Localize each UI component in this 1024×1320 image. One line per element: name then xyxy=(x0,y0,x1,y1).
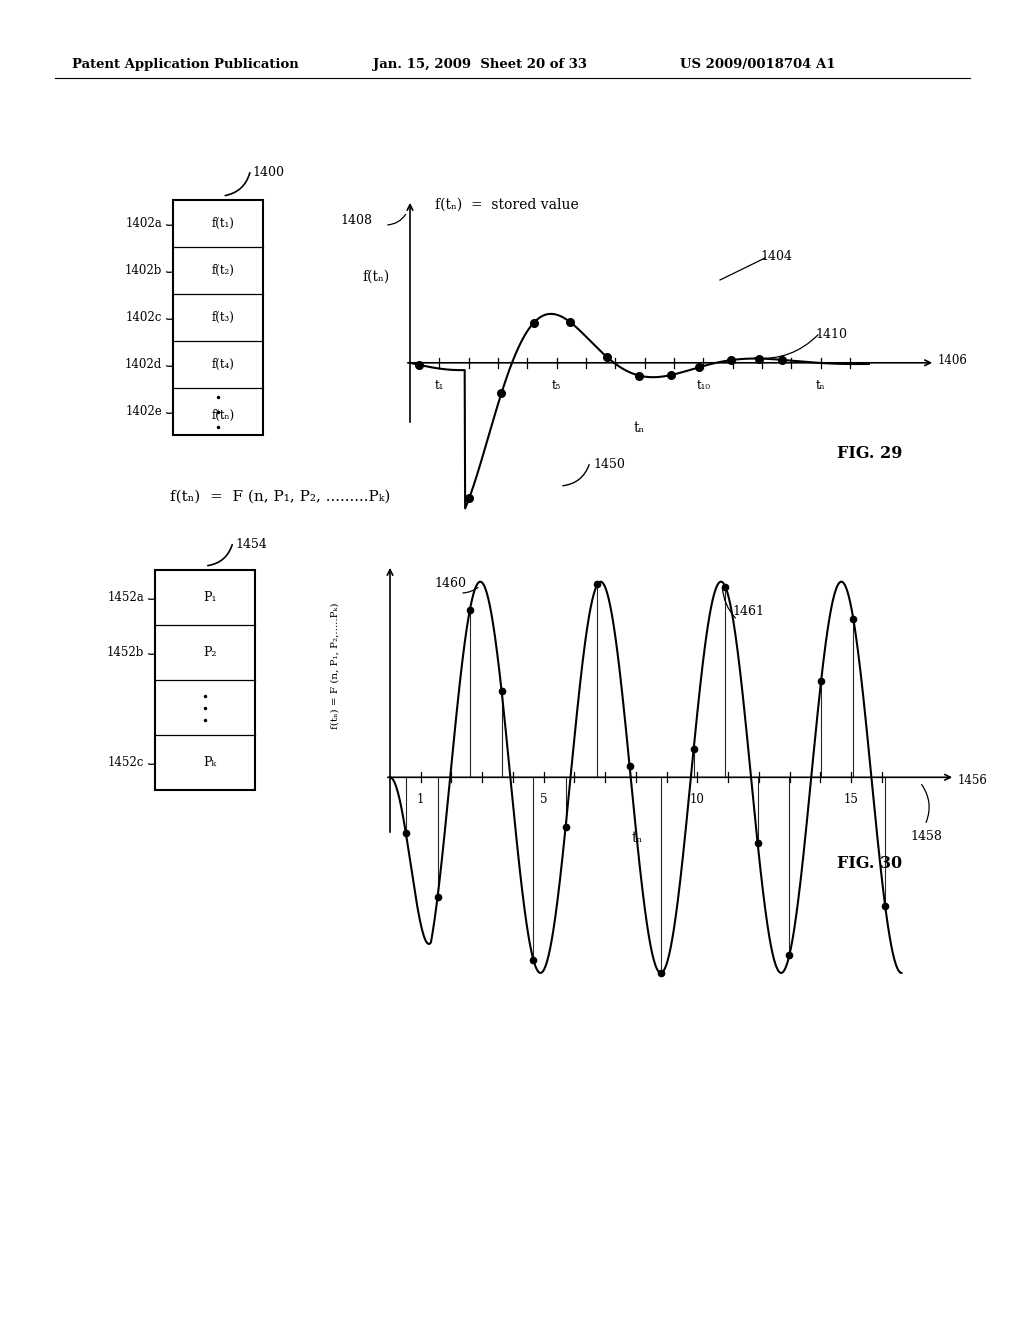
Text: Patent Application Publication: Patent Application Publication xyxy=(72,58,299,71)
Text: P₁: P₁ xyxy=(203,591,217,605)
Text: FIG. 30: FIG. 30 xyxy=(838,855,902,873)
Text: t₅: t₅ xyxy=(552,379,561,392)
Text: tₙ: tₙ xyxy=(816,379,825,392)
Text: 15: 15 xyxy=(844,793,858,807)
Text: f(tₙ): f(tₙ) xyxy=(211,408,234,421)
Text: Pₖ: Pₖ xyxy=(204,756,216,770)
Text: 1450: 1450 xyxy=(593,458,625,470)
Text: 1408: 1408 xyxy=(340,214,372,227)
Text: f(t₁): f(t₁) xyxy=(212,216,234,230)
Text: 1: 1 xyxy=(417,793,424,807)
Text: t₁: t₁ xyxy=(434,379,444,392)
Text: f(tₙ)  =  F (n, P₁, P₂, .........Pₖ): f(tₙ) = F (n, P₁, P₂, .........Pₖ) xyxy=(170,490,390,504)
Text: f(t₃): f(t₃) xyxy=(212,312,234,323)
Text: P₂: P₂ xyxy=(203,645,217,659)
Text: tₙ: tₙ xyxy=(632,832,643,845)
Text: f(tₙ): f(tₙ) xyxy=(362,269,390,284)
Text: f(tₙ) = F (n, P₁, P₂,.....Pₖ): f(tₙ) = F (n, P₁, P₂,.....Pₖ) xyxy=(331,603,340,730)
Bar xyxy=(155,570,255,789)
Text: 1406: 1406 xyxy=(938,354,968,367)
Text: 5: 5 xyxy=(540,793,548,807)
Text: 1400: 1400 xyxy=(253,165,285,178)
Text: FIG. 29: FIG. 29 xyxy=(838,445,903,462)
Text: 1402a: 1402a xyxy=(125,216,162,230)
Text: 1452c: 1452c xyxy=(108,756,144,770)
Text: t₁₀: t₁₀ xyxy=(696,379,711,392)
Text: 1402b: 1402b xyxy=(125,264,162,277)
Text: Jan. 15, 2009  Sheet 20 of 33: Jan. 15, 2009 Sheet 20 of 33 xyxy=(373,58,587,71)
Text: f(tₙ)  =  stored value: f(tₙ) = stored value xyxy=(435,198,579,213)
Text: 1458: 1458 xyxy=(910,830,942,843)
Text: US 2009/0018704 A1: US 2009/0018704 A1 xyxy=(680,58,836,71)
Text: 1452b: 1452b xyxy=(106,645,144,659)
Text: 1410: 1410 xyxy=(815,327,847,341)
Text: 1404: 1404 xyxy=(760,249,792,263)
Text: 1454: 1454 xyxy=(234,537,267,550)
Text: f(t₂): f(t₂) xyxy=(212,264,234,277)
Text: 1456: 1456 xyxy=(958,774,988,787)
Text: 1402d: 1402d xyxy=(125,358,162,371)
Text: 1461: 1461 xyxy=(732,605,764,618)
Text: tₙ: tₙ xyxy=(634,421,645,436)
Text: 1452a: 1452a xyxy=(108,591,144,605)
Text: 1402c: 1402c xyxy=(126,312,162,323)
Bar xyxy=(173,201,263,436)
Text: 1460: 1460 xyxy=(434,577,466,590)
Text: 10: 10 xyxy=(690,793,705,807)
Text: 1402e: 1402e xyxy=(125,405,162,418)
Text: f(t₄): f(t₄) xyxy=(212,358,234,371)
